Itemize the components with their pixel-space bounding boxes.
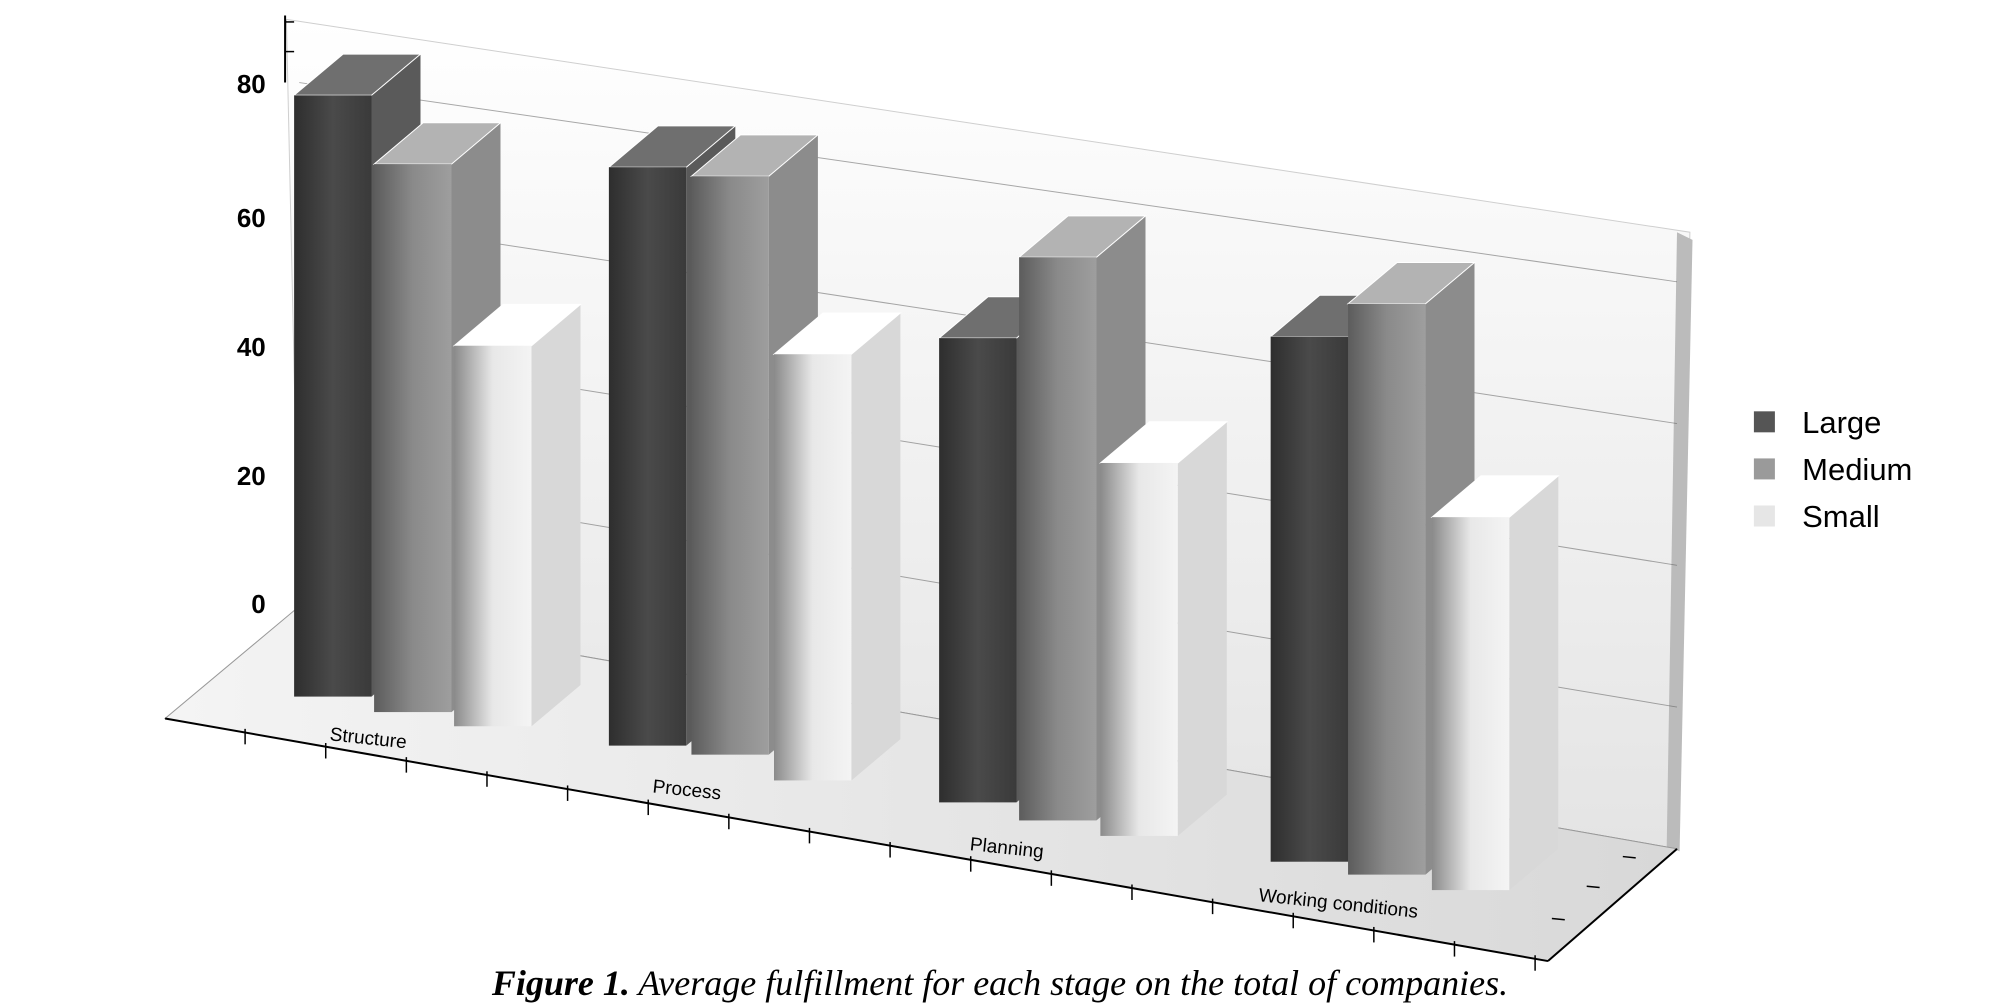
bar-front (608, 167, 687, 746)
legend-label-medium: Medium (1802, 452, 1912, 487)
y-tick-label: 40 (237, 332, 266, 362)
bar-side (531, 304, 581, 727)
bar-top (690, 134, 820, 177)
figure-caption: Figure 1. Average fulfillment for each s… (0, 962, 2000, 1004)
bar-front (939, 338, 1017, 803)
bar-top (452, 303, 582, 347)
legend: Large Medium Small (1753, 405, 1912, 534)
bar-side (1509, 475, 1559, 891)
bars (292, 53, 1560, 891)
bar-front (691, 176, 769, 755)
wall-edge (1666, 232, 1693, 852)
depth-tick (1622, 855, 1636, 859)
bar-front (294, 95, 372, 697)
bar-front (1100, 462, 1178, 836)
caption-label: Figure 1. (491, 963, 630, 1003)
depth-tick (1551, 917, 1565, 921)
bar-small-1 (772, 312, 902, 781)
bar-side (1177, 421, 1227, 836)
bar-front (454, 345, 532, 727)
bar-front (374, 164, 452, 713)
gridline (299, 82, 1678, 283)
legend-label-large: Large (1802, 405, 1881, 440)
bar-side (851, 313, 901, 781)
bar-front (774, 354, 852, 781)
legend-label-small: Small (1802, 499, 1880, 534)
bar-top (772, 312, 902, 355)
depth-axis-line (1547, 848, 1678, 962)
y-axis: 0 20 40 60 80 (237, 15, 295, 619)
bar-top (292, 53, 422, 96)
depth-tick (1586, 885, 1600, 889)
x-axis-line (164, 717, 1549, 963)
bar-top (1017, 215, 1147, 258)
bar-front (1431, 517, 1510, 891)
y-tick-label: 80 (237, 69, 266, 99)
legend-swatch-large (1753, 411, 1775, 433)
bar-small-3 (1430, 475, 1560, 891)
bar-front (1348, 303, 1426, 875)
bar-small-0 (452, 303, 582, 727)
y-tick-label: 0 (251, 589, 265, 619)
legend-swatch-medium (1753, 458, 1775, 480)
y-tick-label: 20 (237, 461, 266, 491)
y-tick-label: 60 (237, 203, 266, 233)
bar-front (1270, 336, 1349, 862)
bar-small-2 (1099, 421, 1229, 836)
caption-text: Average fulfillment for each stage on th… (629, 963, 1509, 1003)
bar-front (1019, 257, 1097, 821)
legend-swatch-small (1753, 505, 1775, 527)
